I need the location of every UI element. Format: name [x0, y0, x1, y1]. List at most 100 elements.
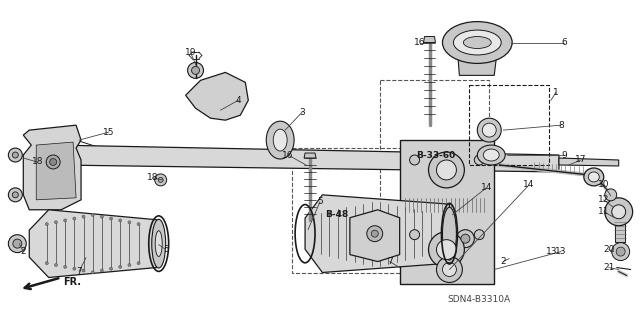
Polygon shape: [559, 158, 619, 166]
Text: 2: 2: [500, 257, 506, 266]
Polygon shape: [305, 195, 449, 272]
Text: 3: 3: [300, 108, 305, 117]
Circle shape: [45, 262, 48, 265]
Ellipse shape: [588, 172, 599, 182]
Text: 9: 9: [561, 151, 567, 160]
Text: 14: 14: [481, 183, 492, 192]
Circle shape: [109, 267, 113, 270]
Ellipse shape: [477, 118, 501, 142]
Circle shape: [612, 243, 630, 261]
Text: 6: 6: [561, 38, 567, 47]
Bar: [380, 80, 489, 249]
Polygon shape: [350, 210, 399, 262]
Bar: [292, 148, 406, 272]
Text: SDN4-B3310A: SDN4-B3310A: [448, 295, 511, 304]
Circle shape: [12, 192, 19, 198]
Circle shape: [436, 256, 462, 282]
Ellipse shape: [156, 231, 162, 256]
Circle shape: [188, 63, 204, 78]
Circle shape: [442, 263, 456, 277]
Circle shape: [73, 217, 76, 220]
Circle shape: [92, 271, 94, 274]
Circle shape: [367, 226, 383, 241]
Text: 15: 15: [103, 128, 115, 137]
Ellipse shape: [483, 149, 499, 161]
Ellipse shape: [584, 168, 604, 186]
Polygon shape: [29, 210, 159, 278]
Circle shape: [92, 213, 94, 216]
Circle shape: [616, 247, 625, 256]
Text: 16: 16: [414, 38, 426, 47]
Circle shape: [119, 219, 122, 222]
Text: 10: 10: [598, 180, 609, 189]
Circle shape: [12, 152, 19, 158]
Circle shape: [191, 66, 200, 74]
Bar: [469, 85, 549, 165]
Circle shape: [82, 269, 85, 272]
Text: 8: 8: [558, 121, 564, 130]
Circle shape: [137, 262, 140, 265]
Circle shape: [474, 155, 484, 165]
Circle shape: [128, 263, 131, 266]
Ellipse shape: [442, 207, 456, 260]
Circle shape: [100, 269, 104, 272]
Text: 14: 14: [524, 180, 535, 189]
Circle shape: [46, 155, 60, 169]
Circle shape: [612, 205, 626, 219]
Circle shape: [410, 230, 420, 240]
Text: 5: 5: [163, 245, 168, 254]
Polygon shape: [36, 142, 76, 200]
Bar: [614, 220, 625, 241]
Circle shape: [128, 221, 131, 224]
Text: 4: 4: [236, 96, 241, 105]
Circle shape: [50, 159, 57, 166]
Ellipse shape: [273, 129, 287, 151]
Circle shape: [436, 160, 456, 180]
Circle shape: [429, 152, 465, 188]
Circle shape: [54, 221, 58, 224]
Circle shape: [158, 177, 163, 182]
Text: 13: 13: [546, 247, 557, 256]
Circle shape: [605, 198, 632, 226]
Text: 21: 21: [603, 263, 614, 272]
Text: 17: 17: [575, 155, 587, 165]
Circle shape: [8, 188, 22, 202]
Circle shape: [8, 235, 26, 253]
Text: 11: 11: [598, 207, 609, 216]
Circle shape: [474, 230, 484, 240]
Text: 5: 5: [317, 197, 323, 206]
Text: 1: 1: [553, 88, 559, 97]
Circle shape: [63, 265, 67, 268]
Circle shape: [436, 240, 456, 260]
Circle shape: [45, 223, 48, 226]
Circle shape: [371, 230, 378, 237]
Circle shape: [73, 267, 76, 270]
Ellipse shape: [152, 219, 166, 268]
Text: FR.: FR.: [63, 278, 81, 287]
Polygon shape: [424, 37, 435, 42]
Ellipse shape: [266, 121, 294, 159]
Text: 7: 7: [387, 257, 392, 266]
Ellipse shape: [483, 123, 496, 137]
Text: 13: 13: [555, 247, 566, 256]
Polygon shape: [304, 153, 316, 158]
Text: 18: 18: [147, 174, 159, 182]
Text: 2: 2: [20, 247, 26, 256]
Polygon shape: [458, 50, 497, 75]
Text: 19: 19: [185, 48, 196, 57]
Text: 18: 18: [31, 158, 43, 167]
Circle shape: [461, 234, 470, 243]
Polygon shape: [399, 140, 494, 285]
Circle shape: [82, 215, 85, 218]
Polygon shape: [23, 125, 81, 210]
Circle shape: [137, 223, 140, 226]
Circle shape: [13, 239, 22, 248]
Text: B-33-60: B-33-60: [416, 151, 455, 160]
Circle shape: [429, 232, 465, 268]
Ellipse shape: [477, 145, 505, 165]
Ellipse shape: [442, 22, 512, 63]
Text: 12: 12: [598, 195, 609, 204]
Polygon shape: [186, 72, 248, 120]
Text: 16: 16: [282, 151, 294, 160]
Polygon shape: [56, 145, 559, 172]
